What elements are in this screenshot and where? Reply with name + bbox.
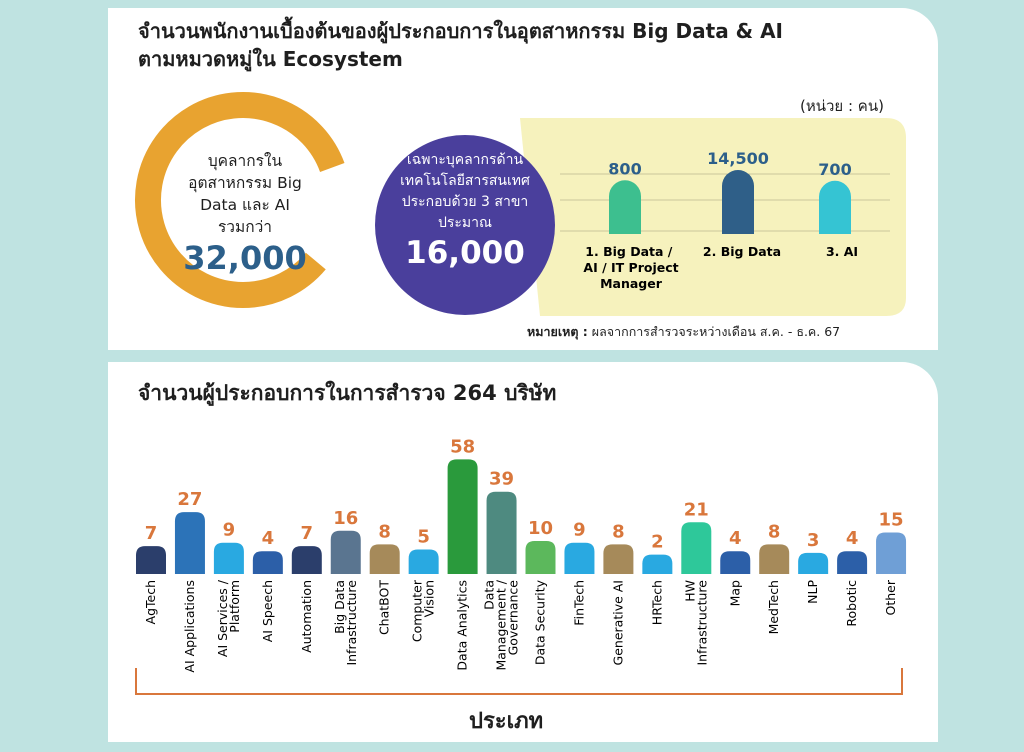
category-bar-label: NLP xyxy=(805,580,820,604)
category-bar-value: 4 xyxy=(846,528,859,549)
category-bar-label: HRTech xyxy=(649,580,664,625)
category-bar-label: Other xyxy=(883,579,898,615)
category-bar xyxy=(681,522,712,574)
category-bar xyxy=(447,459,478,574)
category-bar-value: 16 xyxy=(333,508,358,529)
top-bar-label: 2. Big Data xyxy=(703,244,781,259)
category-bar xyxy=(252,551,283,574)
category-bar xyxy=(525,541,556,574)
total-ring-value: 32,000 xyxy=(183,239,307,277)
category-bar-label: Generative AI xyxy=(610,580,625,665)
top-bar xyxy=(722,170,754,234)
category-bar-value: 8 xyxy=(612,521,625,542)
category-bar-label: HWInfrastructure xyxy=(682,580,709,666)
category-bar xyxy=(837,551,868,574)
category-bar xyxy=(798,552,829,574)
bottom-title: จำนวนผู้ประกอบการในการสำรวจ 264 บริษัท xyxy=(138,381,557,405)
category-bar-value: 7 xyxy=(145,523,158,544)
survey-note: หมายเหตุ : ผลจากการสำรวจระหว่างเดือน ส.ค… xyxy=(527,322,840,342)
top-bar-value: 800 xyxy=(608,159,641,178)
category-bar-label: AI Services /Platform xyxy=(215,579,242,657)
top-bar-value: 700 xyxy=(818,160,851,179)
total-ring-label-line: บุคลากรใน xyxy=(207,152,283,170)
tech-circle-label-line: เทคโนโลยีสารสนเทศ xyxy=(400,173,530,189)
category-bar xyxy=(408,549,439,574)
top-bar xyxy=(609,180,641,234)
total-ring-text: บุคลากรใน อุตสาหกรรม Big Data และ AI รวม… xyxy=(160,150,330,278)
category-bar xyxy=(174,512,205,574)
category-bar xyxy=(330,530,361,574)
category-axis-label: ประเภท xyxy=(469,709,544,734)
category-bar xyxy=(642,554,673,574)
tech-circle-value: 16,000 xyxy=(405,235,525,271)
category-bar-label: AgTech xyxy=(143,580,158,624)
category-bar xyxy=(603,544,634,574)
category-bar-value: 15 xyxy=(879,510,904,531)
top-bar xyxy=(819,180,851,234)
category-bar-value: 58 xyxy=(450,436,475,457)
category-bar-label: FinTech xyxy=(571,580,586,626)
category-bar xyxy=(876,532,907,574)
category-bar xyxy=(759,544,790,574)
category-bar-value: 8 xyxy=(378,521,391,542)
category-bar-value: 2 xyxy=(651,532,664,553)
category-bar-value: 9 xyxy=(573,520,586,541)
top-bar-value: 14,500 xyxy=(707,149,769,168)
category-bracket xyxy=(135,668,903,695)
category-bar xyxy=(564,542,595,574)
category-bar-value: 4 xyxy=(262,528,275,549)
tech-circle-label-line: ประมาณ xyxy=(437,215,492,231)
category-bar-label: ChatBOT xyxy=(377,580,392,635)
top-bar-label: 1. Big Data / AI / IT Project Manager xyxy=(583,244,678,291)
category-bar-value: 9 xyxy=(223,520,236,541)
category-bar xyxy=(369,544,400,574)
breakdown-panel xyxy=(520,118,906,316)
top-bar-label: 3. AI xyxy=(826,244,858,259)
category-bar-label: MedTech xyxy=(766,580,781,634)
category-bar-label: Robotic xyxy=(844,580,859,627)
note-heading: หมายเหตุ : xyxy=(527,324,588,339)
category-bar-value: 3 xyxy=(807,530,820,551)
category-bar xyxy=(136,546,166,574)
category-bar xyxy=(720,551,751,574)
category-bar-label: Data Security xyxy=(533,579,548,665)
category-bar-value: 27 xyxy=(177,489,202,510)
category-bar-label: DataManagement /Governance xyxy=(482,579,521,670)
category-bar-label: ComputerVision xyxy=(410,579,437,642)
tech-circle-label-line: เฉพาะบุคลากรด้าน xyxy=(406,152,524,168)
tech-circle-text: เฉพาะบุคลากรด้าน เทคโนโลยีสารสนเทศ ประกอ… xyxy=(385,150,545,272)
category-bar-value: 21 xyxy=(684,499,709,520)
category-bar-label: Automation xyxy=(299,580,314,653)
category-bar-label: AI Applications xyxy=(182,580,197,673)
category-bar-value: 4 xyxy=(729,528,742,549)
category-bar-label: AI Speech xyxy=(260,580,275,642)
total-ring xyxy=(135,92,345,308)
bottom-panel xyxy=(108,362,938,742)
top-title-line1: จำนวนพนักงานเบื้องต้นของผู้ประกอบการในอุ… xyxy=(138,19,783,43)
total-ring-label-line: Data และ AI xyxy=(200,196,290,214)
category-bar-label: Map xyxy=(727,580,742,606)
category-bar xyxy=(291,546,322,574)
unit-label: (หน่วย : คน) xyxy=(800,97,884,115)
category-bar-value: 10 xyxy=(528,518,553,539)
tech-circle xyxy=(375,135,555,315)
category-bar-value: 7 xyxy=(301,523,314,544)
total-ring-label-line: รวมกว่า xyxy=(217,218,273,236)
category-bar xyxy=(486,491,517,574)
category-bar-label: Big DataInfrastructure xyxy=(332,580,359,666)
category-bar-value: 5 xyxy=(417,527,430,548)
category-bar-label: Data Analytics xyxy=(455,580,470,671)
total-ring-label-line: อุตสาหกรรม Big xyxy=(188,174,302,192)
top-title-line2: ตามหมวดหมู่ใน Ecosystem xyxy=(138,47,403,71)
tech-circle-label-line: ประกอบด้วย 3 สาขา xyxy=(401,194,529,210)
category-bar xyxy=(213,542,244,574)
category-bar-value: 39 xyxy=(489,469,514,490)
note-text: ผลจากการสำรวจระหว่างเดือน ส.ค. - ธ.ค. 67 xyxy=(591,324,841,339)
category-bar-value: 8 xyxy=(768,521,781,542)
